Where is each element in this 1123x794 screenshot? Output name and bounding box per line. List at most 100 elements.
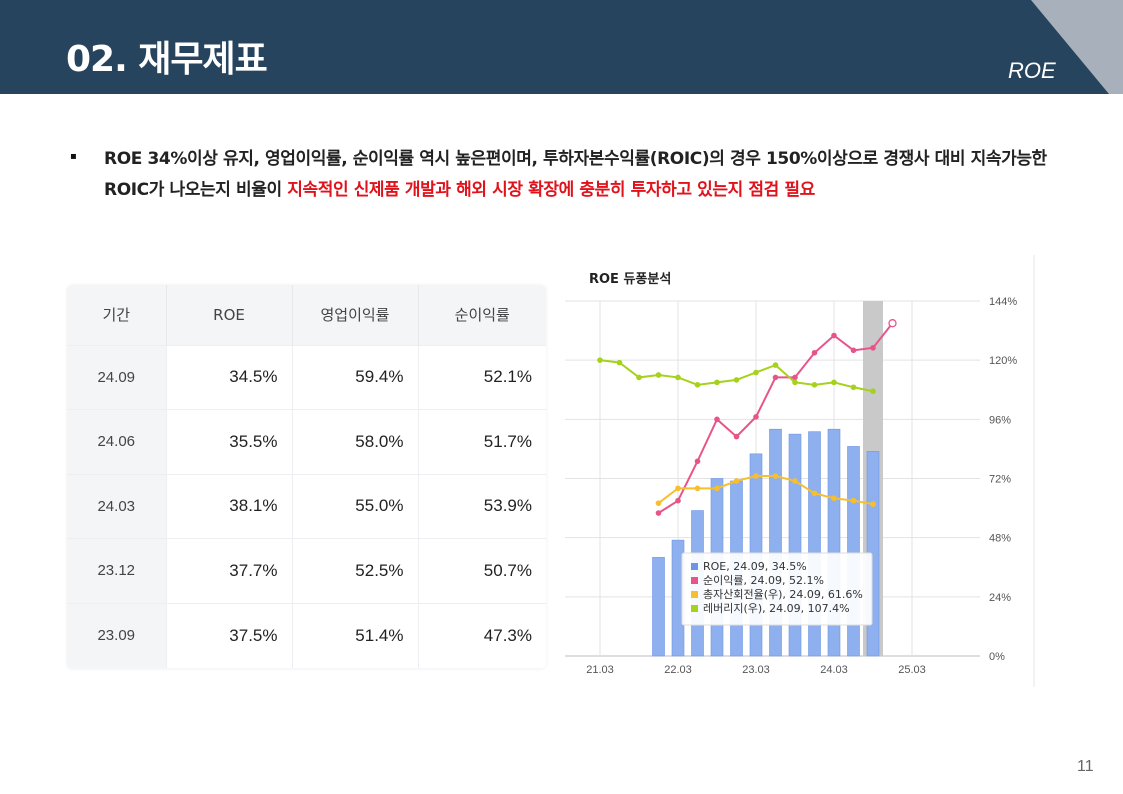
- tooltip-line: 총자산회전율(우), 24.09, 61.6%: [703, 588, 863, 601]
- net-margin-point: [714, 416, 720, 423]
- financial-table: 기간 ROE 영업이익률 순이익률 24.09 34.5% 59.4% 52.1…: [67, 285, 546, 668]
- x-tick-label: 21.03: [586, 664, 614, 676]
- cell-roe: 37.7%: [166, 538, 293, 603]
- net-margin-point: [655, 510, 662, 516]
- dupont-chart: ROE 듀퐁분석 0% 24% 48% 72% 96% 120% 144% 21.03 22.03…: [560, 255, 1040, 690]
- net-margin-point: [888, 319, 897, 328]
- chart-tooltip: [681, 552, 873, 626]
- asset-turnover-point: [675, 485, 681, 492]
- roe-bar: [652, 557, 665, 657]
- y-tick-label: 0%: [989, 651, 1005, 663]
- cell-period: 24.09: [67, 344, 167, 410]
- net-margin-point: [831, 332, 837, 339]
- summary-highlight: 지속적인 신제품 개발과 해외 시장 확장에 충분히 투자하고 있는지 점검 필…: [287, 180, 815, 200]
- cell-net-margin: 47.3%: [418, 602, 546, 668]
- table-row: 24.03 38.1% 55.0% 53.9%: [67, 473, 546, 539]
- column-header-period: 기간: [67, 285, 167, 345]
- asset-turnover-point: [694, 485, 701, 492]
- cell-net-margin: 50.7%: [418, 538, 546, 603]
- leverage-point: [616, 359, 623, 366]
- column-header-net-margin: 순이익률: [418, 285, 546, 345]
- tooltip-swatch: [691, 605, 698, 612]
- tooltip-line: 레버리지(우), 24.09, 107.4%: [703, 602, 850, 615]
- leverage-point: [597, 357, 603, 363]
- asset-turnover-point: [733, 478, 740, 484]
- cell-period: 24.06: [67, 409, 167, 474]
- cell-period: 23.12: [67, 538, 167, 603]
- column-header-operating-margin: 영업이익률: [292, 285, 419, 345]
- net-margin-point: [694, 458, 701, 465]
- net-margin-point: [811, 349, 818, 356]
- y-tick-label: 48%: [989, 533, 1011, 545]
- net-margin-point: [675, 497, 681, 504]
- net-margin-point: [772, 374, 779, 381]
- leverage-point: [733, 377, 740, 383]
- section-tag: ROE: [1008, 58, 1056, 83]
- bullet-marker: ▪: [70, 151, 77, 162]
- asset-turnover-point: [811, 490, 818, 497]
- net-margin-point: [870, 345, 876, 351]
- cell-net-margin: 51.7%: [418, 409, 546, 474]
- leverage-point: [694, 382, 701, 388]
- asset-turnover-point: [792, 478, 798, 484]
- cell-net-margin: 53.9%: [418, 473, 546, 539]
- cell-operating-margin: 52.5%: [292, 538, 419, 603]
- x-tick-label: 24.03: [820, 664, 848, 676]
- cell-period: 24.03: [67, 473, 167, 539]
- financial-table-card: 기간 ROE 영업이익률 순이익률 24.09 34.5% 59.4% 52.1…: [67, 285, 546, 669]
- header-bar: 02. 재무제표 ROE: [0, 0, 1123, 94]
- tooltip-swatch: [691, 563, 698, 570]
- x-tick-label: 23.03: [742, 664, 770, 676]
- cell-operating-margin: 55.0%: [292, 473, 419, 539]
- cell-operating-margin: 58.0%: [292, 409, 419, 474]
- summary-plain: ROE 34%이상 유지, 영업이익률, 순이익률 역시 높은편이며, 투하자본…: [104, 149, 1047, 200]
- leverage-point: [714, 379, 720, 386]
- chart-title: ROE 듀퐁분석: [589, 272, 671, 287]
- cell-roe: 38.1%: [166, 473, 293, 539]
- cell-net-margin: 52.1%: [418, 344, 546, 410]
- cell-roe: 37.5%: [166, 602, 293, 668]
- cell-roe: 34.5%: [166, 344, 293, 410]
- column-header-roe: ROE: [166, 285, 293, 345]
- summary-text: ROE 34%이상 유지, 영업이익률, 순이익률 역시 높은편이며, 투하자본…: [104, 144, 1064, 206]
- leverage-point: [811, 382, 818, 388]
- leverage-point: [655, 372, 662, 378]
- table-row: 24.06 35.5% 58.0% 51.7%: [67, 409, 546, 474]
- cell-operating-margin: 51.4%: [292, 602, 419, 668]
- x-tick-label: 25.03: [898, 664, 926, 676]
- cell-period: 23.09: [67, 602, 167, 668]
- leverage-point: [753, 369, 759, 376]
- tooltip-swatch: [691, 591, 698, 598]
- table-header-row: 기간 ROE 영업이익률 순이익률: [67, 285, 546, 345]
- leverage-point: [870, 388, 876, 395]
- leverage-point: [636, 374, 642, 381]
- asset-turnover-line: [657, 475, 874, 506]
- leverage-point: [792, 379, 798, 386]
- table-row: 23.12 37.7% 52.5% 50.7%: [67, 538, 546, 603]
- net-margin-point: [850, 347, 857, 354]
- y-tick-label: 144%: [989, 296, 1017, 308]
- y-tick-label: 120%: [989, 355, 1017, 367]
- asset-turnover-point: [850, 497, 857, 504]
- cell-operating-margin: 59.4%: [292, 344, 419, 410]
- asset-turnover-point: [753, 473, 759, 479]
- asset-turnover-point: [714, 485, 720, 492]
- page-number: 11: [1077, 758, 1094, 775]
- net-margin-point: [753, 414, 759, 420]
- table-row: 23.09 37.5% 51.4% 47.3%: [67, 602, 546, 668]
- cell-roe: 35.5%: [166, 409, 293, 474]
- asset-turnover-point: [655, 500, 662, 506]
- y-tick-label: 96%: [989, 414, 1011, 426]
- net-margin-point: [792, 374, 798, 381]
- page-title: 02. 재무제표: [66, 39, 268, 80]
- dupont-chart-svg: ROE 듀퐁분석 0% 24% 48% 72% 96% 120% 144% 21.03 22.03…: [565, 255, 1035, 687]
- x-tick-label: 22.03: [664, 664, 692, 676]
- corner-decoration: [1031, 0, 1123, 94]
- asset-turnover-point: [870, 501, 876, 507]
- leverage-point: [831, 379, 837, 386]
- leverage-point: [675, 374, 681, 381]
- table-row: 24.09 34.5% 59.4% 52.1%: [67, 344, 546, 410]
- leverage-point: [850, 384, 857, 391]
- tooltip-line: 순이익률, 24.09, 52.1%: [703, 574, 824, 587]
- y-tick-label: 24%: [989, 592, 1011, 604]
